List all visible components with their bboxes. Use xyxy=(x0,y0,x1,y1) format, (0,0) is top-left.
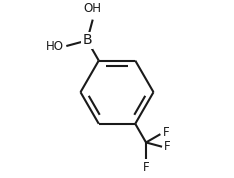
Text: HO: HO xyxy=(46,40,64,53)
Text: F: F xyxy=(143,161,149,174)
Text: OH: OH xyxy=(84,2,102,15)
Text: F: F xyxy=(163,126,169,139)
Text: F: F xyxy=(164,140,171,153)
Text: B: B xyxy=(82,33,92,48)
